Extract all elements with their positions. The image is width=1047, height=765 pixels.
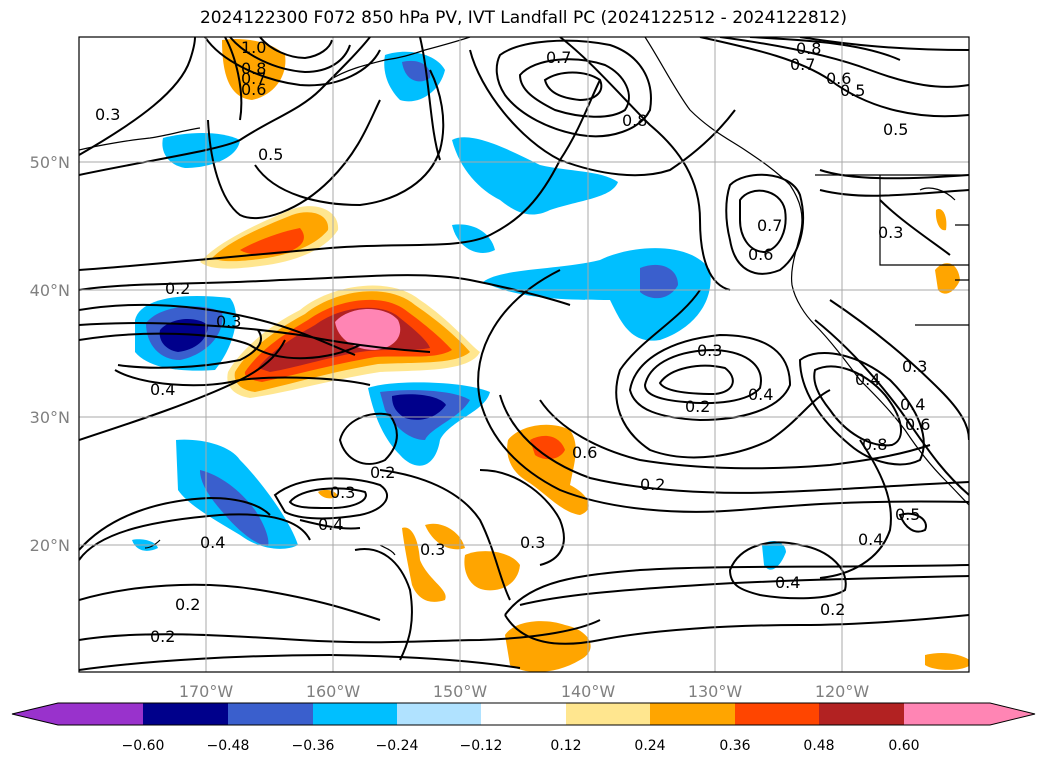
colorbar-tick: 0.48 bbox=[803, 738, 834, 754]
colorbar-segment bbox=[313, 703, 397, 725]
colorbar-tick: 0.36 bbox=[719, 738, 750, 754]
lon-label: 120°W bbox=[815, 682, 870, 701]
contour-label: 0.3 bbox=[902, 357, 927, 376]
contour-labels: 1.0 0.8 0.7 0.6 0.7 0.8 0.8 0.7 0.6 0.5 … bbox=[95, 38, 930, 646]
contour-label: 0.3 bbox=[520, 533, 545, 552]
contour-label: 1.0 bbox=[241, 38, 266, 57]
contour-label: 0.4 bbox=[748, 385, 773, 404]
contour-label: 0.4 bbox=[150, 380, 175, 399]
colorbar-segment bbox=[143, 703, 228, 725]
colorbar-segment bbox=[228, 703, 313, 725]
lon-label: 140°W bbox=[561, 682, 616, 701]
lon-label: 130°W bbox=[688, 682, 743, 701]
map-frame bbox=[78, 36, 970, 673]
colorbar-tick: −0.12 bbox=[460, 738, 503, 754]
negative-pv-shading bbox=[132, 51, 786, 570]
contour-label: 0.8 bbox=[622, 111, 647, 130]
colorbar-segment bbox=[12, 703, 143, 725]
contour-label: 0.2 bbox=[685, 397, 710, 416]
contour-label: 0.8 bbox=[796, 39, 821, 58]
colorbar-tick: 0.60 bbox=[888, 738, 919, 754]
contour-label: 0.7 bbox=[757, 216, 782, 235]
contour-label: 0.6 bbox=[905, 415, 930, 434]
colorbar-segment bbox=[735, 703, 819, 725]
contour-label: 0.8 bbox=[862, 435, 887, 454]
colorbar: −0.60 −0.48 −0.36 −0.24 −0.12 0.12 0.24 … bbox=[11, 702, 1036, 754]
contour-label: 0.3 bbox=[878, 223, 903, 242]
contour-label: 0.2 bbox=[175, 595, 200, 614]
colorbar-tick: 0.24 bbox=[634, 738, 665, 754]
contour-label: 0.4 bbox=[900, 395, 925, 414]
positive-pv-shading bbox=[200, 38, 969, 672]
colorbar-segment bbox=[397, 703, 481, 725]
contour-label: 0.7 bbox=[241, 69, 266, 88]
contour-label: 0.6 bbox=[241, 80, 266, 99]
lat-label: 20°N bbox=[30, 536, 70, 555]
coastlines bbox=[79, 37, 969, 556]
colorbar-segment bbox=[566, 703, 650, 725]
contour-label: 0.7 bbox=[790, 55, 815, 74]
contour-label: 0.3 bbox=[330, 483, 355, 502]
contour-label: 0.2 bbox=[820, 600, 845, 619]
contour-label: 0.6 bbox=[826, 69, 851, 88]
contour-label: 0.2 bbox=[370, 463, 395, 482]
contour-label: 0.3 bbox=[216, 312, 241, 331]
contour-label: 0.2 bbox=[640, 475, 665, 494]
lat-label: 50°N bbox=[30, 153, 70, 172]
contour-label: 0.7 bbox=[546, 48, 571, 67]
lat-label: 30°N bbox=[30, 408, 70, 427]
contour-label: 0.5 bbox=[895, 505, 920, 524]
latitude-labels: 50°N 40°N 30°N 20°N bbox=[30, 153, 70, 555]
pc-contour-lines bbox=[79, 37, 969, 671]
contour-label: 0.2 bbox=[165, 279, 190, 298]
contour-label: 0.5 bbox=[258, 145, 283, 164]
contour-label: 0.4 bbox=[855, 370, 880, 389]
colorbar-tick: −0.48 bbox=[207, 738, 250, 754]
lon-label: 170°W bbox=[179, 682, 234, 701]
contour-label: 0.3 bbox=[95, 105, 120, 124]
contour-label: 0.6 bbox=[748, 245, 773, 264]
lat-label: 40°N bbox=[30, 281, 70, 300]
colorbar-tick: −0.24 bbox=[376, 738, 419, 754]
contour-label: 0.4 bbox=[318, 515, 343, 534]
contour-label: 0.5 bbox=[840, 81, 865, 100]
longitude-labels: 170°W 160°W 150°W 140°W 130°W 120°W bbox=[179, 682, 870, 701]
colorbar-segment bbox=[819, 703, 904, 725]
colorbar-segment bbox=[650, 703, 735, 725]
contour-label: 0.6 bbox=[572, 443, 597, 462]
contour-label: 0.4 bbox=[858, 530, 883, 549]
lon-label: 160°W bbox=[306, 682, 361, 701]
contour-label: 0.2 bbox=[150, 627, 175, 646]
figure-title: 2024122300 F072 850 hPa PV, IVT Landfall… bbox=[199, 8, 847, 28]
colorbar-tick: −0.36 bbox=[292, 738, 335, 754]
contour-label: 0.8 bbox=[241, 59, 266, 78]
colorbar-tick: 0.12 bbox=[550, 738, 581, 754]
contour-label: 0.4 bbox=[775, 573, 800, 592]
colorbar-segment bbox=[904, 703, 1035, 725]
contour-label: 0.3 bbox=[420, 540, 445, 559]
contour-label: 0.5 bbox=[883, 120, 908, 139]
colorbar-tick: −0.60 bbox=[122, 738, 165, 754]
contour-label: 0.3 bbox=[697, 341, 722, 360]
colorbar-segment bbox=[481, 703, 566, 725]
colorbar-ticks: −0.60 −0.48 −0.36 −0.24 −0.12 0.12 0.24 … bbox=[122, 738, 920, 754]
contour-label: 0.4 bbox=[200, 533, 225, 552]
lon-label: 150°W bbox=[433, 682, 488, 701]
graticule bbox=[79, 37, 969, 672]
